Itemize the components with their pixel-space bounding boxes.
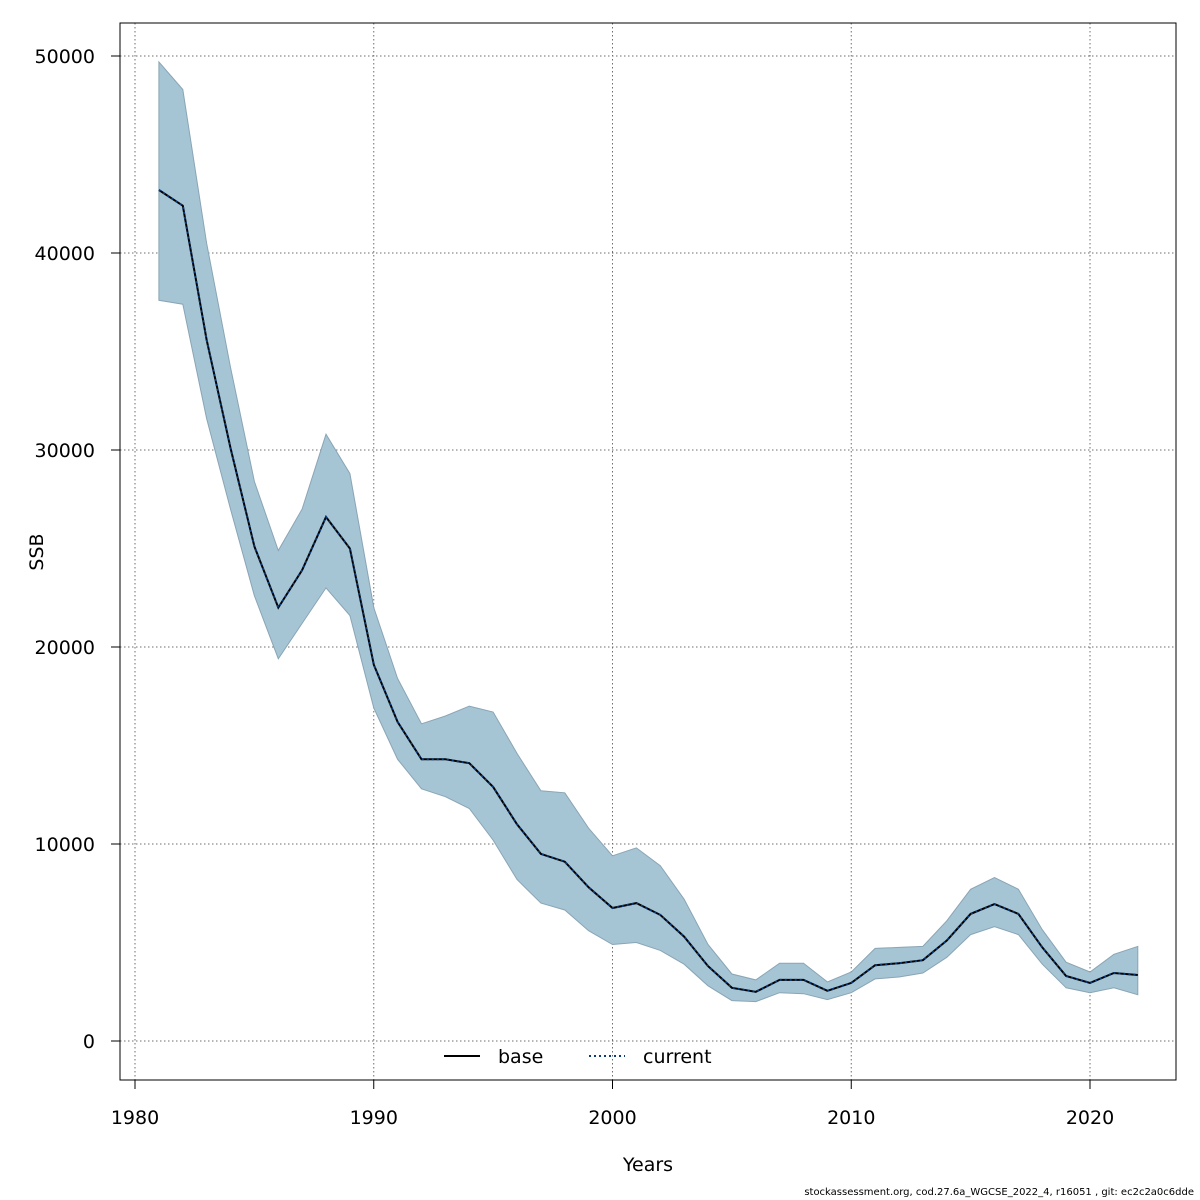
y-tick-label-30000: 30000 [35, 440, 95, 462]
confidence-band [158, 60, 1139, 1003]
x-tick-label-2000: 2000 [588, 1107, 636, 1129]
legend: base current [444, 1046, 712, 1068]
legend-label-base: base [498, 1046, 543, 1068]
y-tick-label-10000: 10000 [35, 834, 95, 856]
y-tick-label-20000: 20000 [35, 637, 95, 659]
legend-label-current: current [643, 1046, 712, 1068]
series-lines-group [158, 189, 1138, 993]
series-line-current [158, 189, 1138, 993]
x-tick-label-1980: 1980 [111, 1107, 159, 1129]
y-tick-label-0: 0 [83, 1031, 95, 1053]
x-axis-label: Years [622, 1154, 673, 1176]
x-tick-label-2010: 2010 [827, 1107, 875, 1129]
x-tick-label-2020: 2020 [1066, 1107, 1114, 1129]
y-axis-label: SSB [26, 533, 48, 570]
footer-credit: stockassessment.org, cod.27.6a_WGCSE_202… [804, 1187, 1194, 1198]
confidence-band-group [158, 60, 1139, 1003]
x-axis: 1980 1990 2000 2010 2020 [111, 1079, 1114, 1129]
x-tick-label-1990: 1990 [350, 1107, 398, 1129]
gridlines [120, 23, 1176, 1080]
y-axis: 0 10000 20000 30000 40000 50000 [35, 46, 121, 1053]
y-tick-label-40000: 40000 [35, 243, 95, 265]
y-tick-label-50000: 50000 [35, 46, 95, 68]
